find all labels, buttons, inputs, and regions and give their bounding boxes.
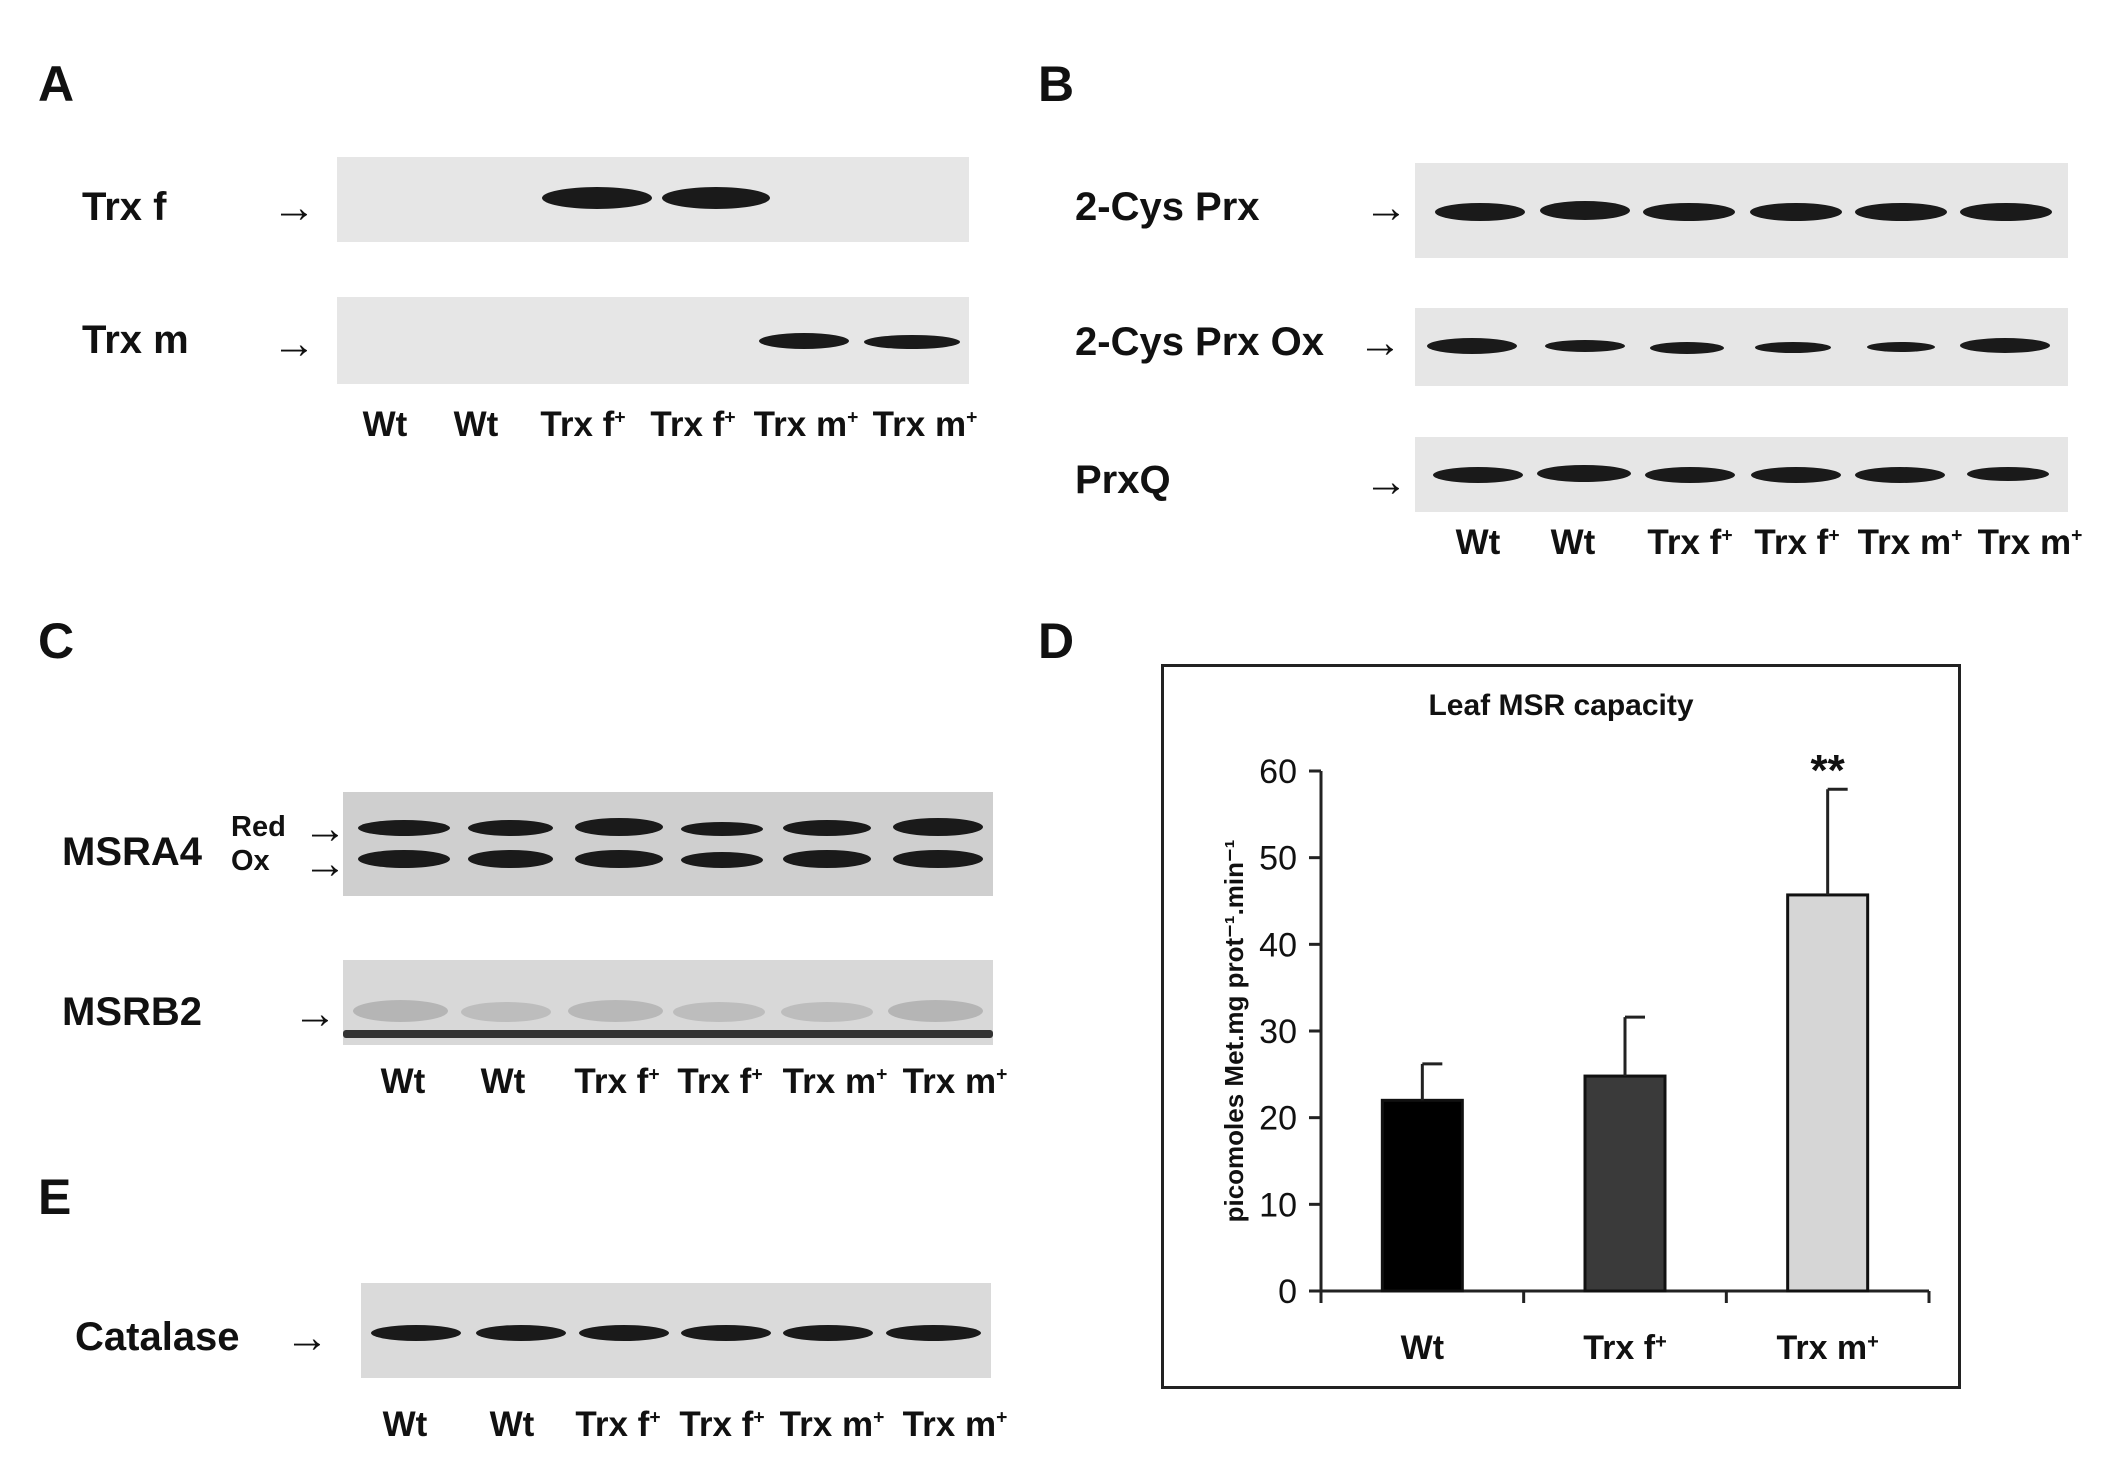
lane-label: Wt xyxy=(489,1405,535,1444)
panel-letter-b: B xyxy=(1038,56,1075,112)
lane-label: Trx f+ xyxy=(575,1405,661,1444)
y-tick-label: 50 xyxy=(1259,840,1297,878)
y-tick-label: 40 xyxy=(1259,926,1297,964)
blot-2-cys-prx xyxy=(1415,163,2068,258)
lane-label: Trx f+ xyxy=(650,405,736,444)
blot-label-trx-f: Trx f xyxy=(82,185,167,229)
ox-label: Ox xyxy=(231,845,270,877)
y-tick-label: 60 xyxy=(1259,753,1297,791)
red-label: Red xyxy=(231,811,286,843)
blot-label-catalase: Catalase xyxy=(75,1315,240,1359)
lane-label: Trx f+ xyxy=(574,1062,660,1101)
blot-label-msrb2: MSRB2 xyxy=(62,990,203,1034)
blot-label-2-cys-prx-ox: 2-Cys Prx Ox xyxy=(1075,320,1325,364)
blot-band xyxy=(662,187,770,209)
blot-trx-f xyxy=(337,157,969,242)
y-tick-label: 30 xyxy=(1259,1013,1297,1051)
y-tick-label: 10 xyxy=(1259,1186,1297,1224)
lane-label: Trx m+ xyxy=(753,405,859,444)
bar xyxy=(1380,1098,1464,1293)
lane-label: Trx f+ xyxy=(679,1405,765,1444)
arrow-icon: → xyxy=(1364,183,1408,232)
y-axis-label: picomoles Met.mg prot⁻¹.min⁻¹ xyxy=(1219,840,1249,1223)
x-tick-label: Wt xyxy=(1401,1329,1444,1367)
arrow-icon: → xyxy=(272,183,316,232)
x-tick-label: Trx f+ xyxy=(1583,1329,1667,1367)
arrow-icon: → xyxy=(1358,318,1402,367)
blot-label-msra4: MSRA4 xyxy=(62,830,203,874)
blot-2-cys-prx-ox xyxy=(1415,308,2068,386)
lane-label: Trx f+ xyxy=(677,1062,763,1101)
lane-label: Trx f+ xyxy=(1754,523,1840,562)
lane-label: Trx m+ xyxy=(902,1405,1008,1444)
blot-catalase xyxy=(361,1283,991,1378)
lane-label: Trx m+ xyxy=(782,1062,888,1101)
blot-msra4 xyxy=(343,792,993,896)
lane-label: Wt xyxy=(480,1062,526,1101)
blot-band xyxy=(759,333,849,349)
lane-label: Trx m+ xyxy=(902,1062,1008,1101)
lane-label: Wt xyxy=(453,405,499,444)
blot-prxq xyxy=(1415,437,2068,512)
lane-label: Trx m+ xyxy=(872,405,978,444)
lane-label: Trx m+ xyxy=(1977,523,2083,562)
blot-label-2-cys-prx: 2-Cys Prx xyxy=(1075,185,1260,229)
arrow-icon: → xyxy=(1364,457,1408,506)
arrow-icon: → xyxy=(303,839,347,888)
bar xyxy=(1786,893,1870,1293)
arrow-icon: → xyxy=(272,319,316,368)
lane-label: Trx m+ xyxy=(1857,523,1963,562)
blot-label-prxq: PrxQ xyxy=(1075,458,1171,502)
lane-label: Wt xyxy=(1550,523,1596,562)
blot-msrb2 xyxy=(343,960,993,1045)
lane-label: Wt xyxy=(382,1405,428,1444)
bar-chart: Leaf MSR capacity 0 10 20 30 40 50 60 picomoles … xyxy=(1219,689,1931,1367)
chart-title: Leaf MSR capacity xyxy=(1428,689,1693,722)
arrow-icon: → xyxy=(293,989,337,1038)
lane-label: Trx f+ xyxy=(540,405,626,444)
panel-letter-e: E xyxy=(38,1169,72,1225)
blot-band xyxy=(542,187,652,209)
lane-label: Trx m+ xyxy=(779,1405,885,1444)
arrow-icon: → xyxy=(285,1313,329,1362)
bar xyxy=(1583,1074,1667,1293)
lane-label: Wt xyxy=(362,405,408,444)
arrow-icon: → xyxy=(303,804,347,853)
significance-label: ** xyxy=(1811,746,1846,795)
lane-label: Trx f+ xyxy=(1647,523,1733,562)
y-tick-label: 20 xyxy=(1259,1100,1297,1138)
blot-band xyxy=(864,335,960,349)
x-tick-label: Trx m+ xyxy=(1776,1329,1878,1367)
panel-letter-a: A xyxy=(38,56,75,112)
chart-frame: Leaf MSR capacity 0 10 20 30 40 50 60 picomoles … xyxy=(1161,664,1961,1389)
lane-label: Wt xyxy=(380,1062,426,1101)
blot-label-trx-m: Trx m xyxy=(82,318,189,362)
panel-letter-c: C xyxy=(38,613,75,669)
lane-label: Wt xyxy=(1455,523,1501,562)
y-tick-label: 0 xyxy=(1278,1273,1297,1311)
panel-letter-d: D xyxy=(1038,613,1075,669)
blot-trx-m xyxy=(337,297,969,384)
